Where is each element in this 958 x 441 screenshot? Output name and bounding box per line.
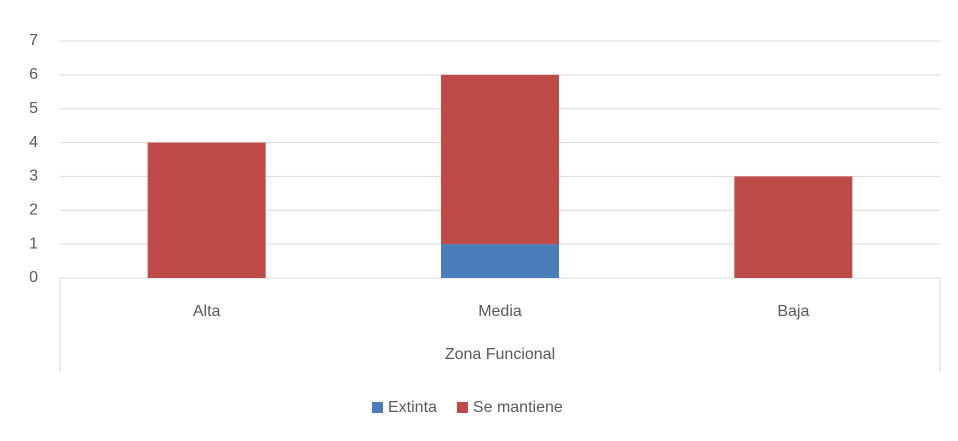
bar-segment (734, 176, 853, 278)
y-tick-label: 6 (29, 66, 38, 83)
y-tick-label: 0 (29, 269, 38, 286)
x-tick-label: Alta (193, 303, 221, 320)
y-tick-label: 2 (29, 202, 38, 219)
bar-segment (147, 142, 266, 278)
y-tick-label: 5 (29, 100, 38, 117)
y-tick-label: 1 (29, 235, 38, 252)
x-axis-title: Zona Funcional (445, 346, 555, 363)
legend-swatch (372, 402, 383, 413)
x-tick-label: Baja (777, 303, 809, 320)
bar-segment (441, 74, 559, 245)
legend-swatch (456, 402, 468, 413)
y-tick-label: 3 (29, 168, 38, 185)
bar-segment (441, 244, 559, 278)
legend-label: Extinta (388, 399, 437, 416)
x-tick-label: Media (478, 303, 522, 320)
legend-label: Se mantiene (473, 399, 563, 416)
y-tick-label: 7 (29, 32, 38, 49)
y-tick-label: 4 (29, 134, 38, 151)
